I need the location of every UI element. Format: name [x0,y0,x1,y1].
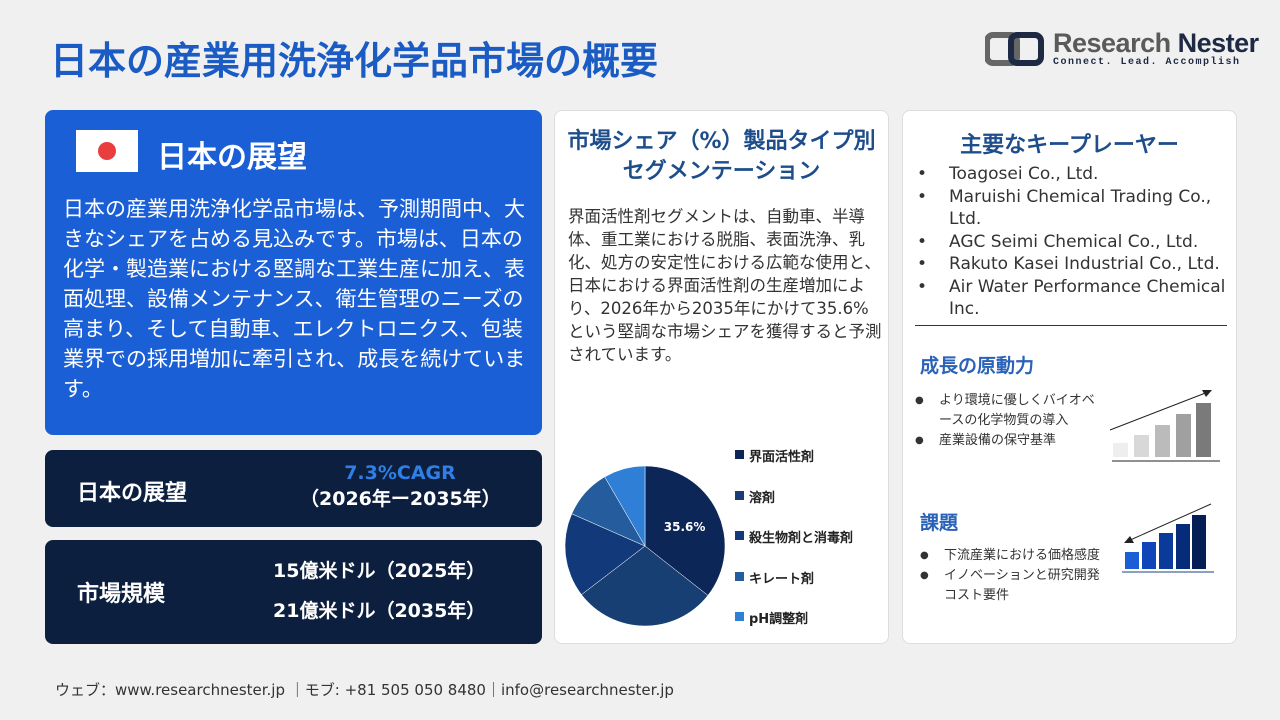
legend-item: キレート剤 [735,568,853,609]
player-item: Air Water Performance Chemical Inc. [917,276,1237,321]
legend-swatch [735,571,744,581]
legend-swatch [735,490,744,500]
player-item: Maruishi Chemical Trading Co., Ltd. [917,186,1237,231]
legend-label: 溶剤 [749,490,776,506]
market-size-label: 市場規模 [77,582,166,607]
page-title: 日本の産業用洗浄化学品市場の概要 [50,39,659,83]
cagr-value: 7.3%CAGR [344,462,456,484]
segment-card: 市場シェア（%）製品タイプ別セグメンテーション 界面活性剤セグメントは、自動車、… [554,110,889,644]
legend-swatch [735,450,744,459]
player-item: Rakuto Kasei Industrial Co., Ltd. [917,253,1237,276]
legend-label: 界面活性剤 [749,450,815,465]
pie-legend: 界面活性剤溶剤殺生物剤と消毒剤 キレート剤 pH調整剤 [735,446,853,649]
japan-flag-icon [76,130,138,172]
outlook-heading: 日本の展望 [157,140,307,175]
legend-item: 殺生物剤と消毒剤 [735,527,853,568]
players-heading: 主要なキープレーヤー [960,133,1179,158]
logo-tagline: Connect. Lead. Accomplish [1053,57,1241,68]
pie-slice [604,465,646,547]
outlook-text: 日本の産業用洗浄化学品市場は、予測期間中、大きなシェアを占める見込みです。市場は… [63,197,526,401]
legend-swatch [735,531,744,540]
market-size-2025: 15億米ドル（2025年） [273,560,486,582]
players-card: 主要なキープレーヤー Toagosei Co., Ltd. Maruishi C… [902,110,1237,644]
driver-item: より環境に優しくバイオベースの化学物質の導入 [915,391,1105,431]
cagr-card: 日本の展望 7.3%CAGR （2026年ー2035年） [45,450,542,527]
drivers-list: より環境に優しくバイオベースの化学物質の導入 産業設備の保守基準 [915,391,1105,451]
cagr-label: 日本の展望 [77,481,188,506]
logo-name-a: Research [1053,28,1178,58]
pie-slice [581,545,709,627]
segment-heading: 市場シェア（%）製品タイプ別セグメンテーション [567,129,876,184]
player-item: AGC Seimi Chemical Co., Ltd. [917,231,1237,254]
logo: Research Nester Connect. Lead. Accomplis… [985,30,1259,68]
player-item: Toagosei Co., Ltd. [917,163,1237,186]
pie-chart: 35.6% [564,465,726,627]
market-size-2035: 21億米ドル（2035年） [273,600,486,622]
challenge-item: イノベーションと研究開発コスト要件 [920,566,1110,606]
legend-label: 殺生物剤と消毒剤 [749,531,854,546]
legend-item: 界面活性剤 [735,446,853,487]
cagr-period: （2026年ー2035年） [300,488,501,510]
divider [915,325,1227,326]
footer-contact: ウェブ：www.researchnester.jp ｜モブ: +81 505 0… [55,681,674,699]
decline-chart-icon [1122,503,1214,573]
legend-item: pH調整剤 [735,608,853,649]
outlook-card: 日本の展望 日本の産業用洗浄化学品市場は、予測期間中、大きなシェアを占める見込み… [45,110,542,435]
legend-label: キレート剤 [749,571,815,587]
pie-slice [564,513,646,595]
legend-item: 溶剤 [735,487,853,528]
driver-item: 産業設備の保守基準 [915,431,1105,451]
logo-icon [985,32,1044,66]
challenges-heading: 課題 [920,512,959,534]
logo-name-b: Nester [1177,28,1260,58]
players-list: Toagosei Co., Ltd. Maruishi Chemical Tra… [917,163,1237,321]
legend-label: pH調整剤 [749,612,809,627]
challenge-item: 下流産業における価格感度 [920,546,1110,566]
challenges-list: 下流産業における価格感度 イノベーションと研究開発コスト要件 [920,546,1110,606]
segment-text: 界面活性剤セグメントは、自動車、半導体、重工業における脱脂、表面洗浄、乳化、処方… [568,207,882,364]
legend-swatch [735,612,744,621]
pie-slice [644,465,726,596]
market-size-card: 市場規模 15億米ドル（2025年） 21億米ドル（2035年） [45,540,542,644]
pie-data-label: 35.6% [664,520,706,534]
drivers-heading: 成長の原動力 [920,355,1035,377]
growth-chart-icon [1109,390,1220,462]
